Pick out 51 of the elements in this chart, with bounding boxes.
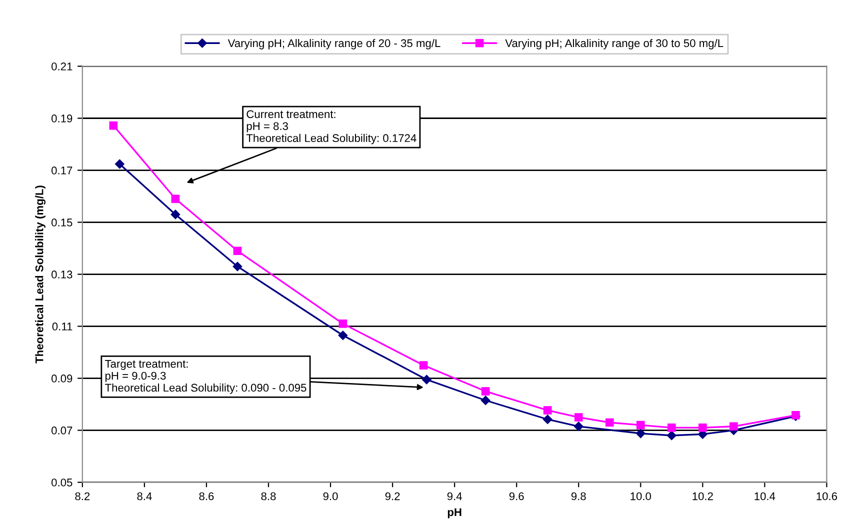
y-tick-label: 0.07 (52, 426, 72, 434)
point (480, 396, 490, 406)
x-tick-label: 8.4 (137, 492, 152, 500)
point (542, 414, 552, 424)
point (232, 262, 242, 272)
x-tick-label: 10.0 (630, 492, 652, 500)
x-tick-label: 9.4 (447, 492, 462, 500)
point (419, 361, 428, 370)
point (667, 424, 676, 432)
point (574, 413, 583, 422)
y-tick-label: 0.13 (52, 270, 72, 278)
point (667, 430, 676, 440)
y-axis-title: Theoretical Lead Solubility (mg/L) (35, 186, 46, 364)
point (338, 330, 348, 340)
x-axis-title: pH (448, 508, 462, 518)
point (171, 194, 180, 204)
x-tick-label: 8.6 (199, 492, 214, 500)
y-tick-label: 0.19 (52, 114, 72, 122)
x-tick-label: 10.4 (754, 492, 776, 500)
point (605, 418, 614, 427)
point (574, 422, 584, 432)
legend-label: Varying pH; Alkalinity range of 30 to 50 mg/L (505, 38, 724, 50)
point (636, 420, 645, 430)
legend-label: Varying pH; Alkalinity range of 20 - 35 mg/L (228, 38, 440, 50)
point (730, 422, 738, 431)
point (109, 121, 118, 130)
x-tick-label: 8.8 (261, 492, 276, 500)
x-tick-label: 10.6 (816, 492, 838, 500)
point (636, 428, 646, 438)
x-tick-label: 9.6 (509, 492, 524, 500)
y-tick-label: 0.21 (52, 62, 72, 70)
point (698, 424, 707, 432)
point (543, 406, 552, 414)
annotation: Target treatment: pH = 9.0-9.3 Theoretical Lead Solubility: 0.090 - 0.095 (104, 360, 306, 394)
annotation: Current treatment: pH = 8.3 Theoretical Lead Solubility: 0.1724 (246, 110, 416, 144)
point (233, 246, 242, 256)
y-tick-label: 0.15 (52, 218, 72, 226)
y-tick-label: 0.05 (52, 478, 72, 486)
point (422, 374, 432, 384)
point (481, 387, 490, 396)
y-tick-label: 0.09 (52, 374, 72, 382)
x-tick-label: 9.2 (385, 492, 400, 500)
y-tick-label: 0.11 (52, 322, 72, 330)
x-tick-label: 9.0 (323, 492, 338, 500)
point (115, 159, 124, 169)
y-tick-label: 0.17 (52, 166, 72, 174)
x-tick-label: 8.2 (75, 492, 90, 500)
x-tick-label: 9.8 (571, 492, 586, 500)
point (338, 320, 348, 328)
point (170, 210, 180, 220)
x-tick-label: 10.2 (692, 492, 713, 500)
